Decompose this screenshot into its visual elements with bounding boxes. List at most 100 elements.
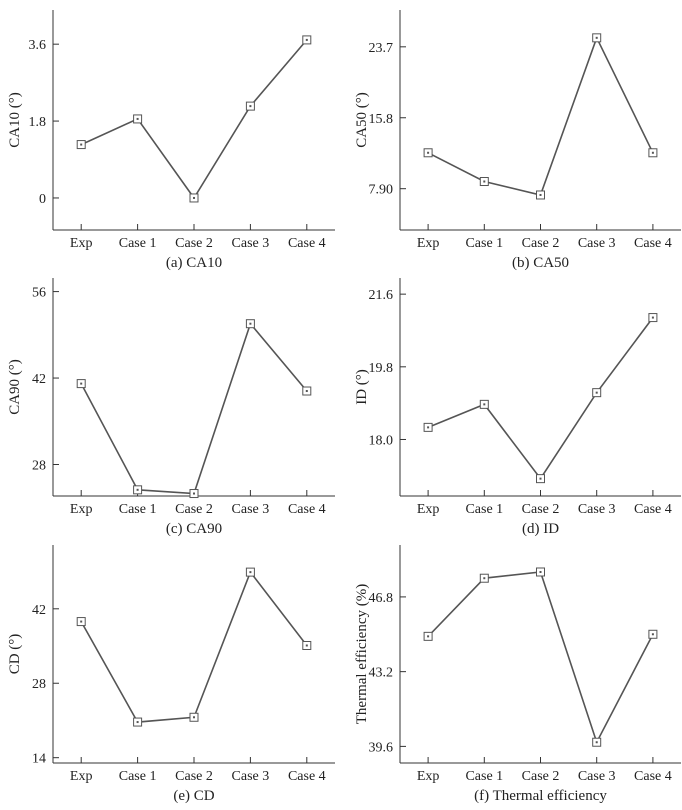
panel-caption: (c) CA90 <box>166 521 222 537</box>
data-point <box>648 313 658 323</box>
data-point-center <box>595 391 598 394</box>
data-point <box>479 177 489 187</box>
y-axis-title: CA50 (°) <box>354 92 370 148</box>
data-point-center <box>193 492 195 495</box>
x-tick-label: Case 3 <box>232 769 270 784</box>
data-point-center <box>651 151 654 154</box>
x-tick-label: Case 4 <box>288 236 326 251</box>
data-point <box>189 489 199 499</box>
chart-panel-2: 7.90 15.8 23.7 Exp Case 1 Case 2 Case 3 Case 4 C… <box>354 10 681 271</box>
data-point-center <box>305 644 308 647</box>
y-tick-label: 3.6 <box>29 38 47 53</box>
x-tick-label: Case 3 <box>232 236 270 251</box>
data-point <box>76 379 86 389</box>
x-tick-label: Case 1 <box>119 502 157 517</box>
y-tick-label: 21.6 <box>369 288 394 303</box>
x-tick-label: Case 1 <box>465 236 503 251</box>
data-point-center <box>305 38 308 41</box>
data-point-center <box>483 403 486 406</box>
y-tick-label: 42 <box>32 603 46 618</box>
y-axis-title: ID (°) <box>354 369 370 405</box>
x-tick-label: Case 1 <box>465 502 503 517</box>
data-point <box>536 190 545 200</box>
y-tick-label: 39.6 <box>369 740 394 755</box>
x-tick-label: Exp <box>70 769 93 784</box>
x-tick-label: Exp <box>70 236 93 251</box>
x-tick-label: Exp <box>417 769 440 784</box>
data-point <box>302 640 312 650</box>
data-point <box>133 114 143 124</box>
data-point <box>423 631 433 641</box>
y-axis-title: CA10 (°) <box>7 92 23 148</box>
x-tick-label: Case 2 <box>522 769 560 784</box>
x-tick-label: Case 1 <box>119 769 157 784</box>
data-point <box>133 717 143 727</box>
x-tick-label: Case 3 <box>232 502 270 517</box>
data-point <box>423 148 433 158</box>
data-point-center <box>483 180 486 183</box>
data-point <box>479 399 489 409</box>
x-tick-label: Case 2 <box>175 769 213 784</box>
chart-panel-5: 14 28 42 Exp Case 1 Case 2 Case 3 Case 4 CD (°) (… <box>7 545 335 804</box>
chart-panel-6: 39.6 43.2 46.8 Exp Case 1 Case 2 Case 3 Case 4 T… <box>354 545 681 804</box>
data-point <box>536 474 545 484</box>
x-tick-label: Case 1 <box>465 769 503 784</box>
data-point <box>536 567 545 577</box>
data-point-center <box>80 620 83 623</box>
y-tick-label: 46.8 <box>369 591 394 606</box>
y-axis-title: Thermal efficiency (%) <box>354 584 370 724</box>
panel-caption: (b) CA50 <box>512 255 569 271</box>
data-point-center <box>651 633 654 636</box>
data-point-center <box>539 570 542 573</box>
data-point <box>479 573 489 583</box>
x-tick-label: Case 4 <box>634 769 672 784</box>
data-point <box>648 148 658 158</box>
x-tick-label: Exp <box>70 502 93 517</box>
data-point <box>76 140 86 150</box>
data-point <box>245 319 255 329</box>
panel-caption: (f) Thermal efficiency <box>474 788 607 804</box>
data-point-center <box>193 196 195 199</box>
chart-panel-1: 0 1.8 3.6 Exp Case 1 Case 2 Case 3 Case 4 CA10 (… <box>7 10 335 271</box>
panel-caption: (d) ID <box>522 521 559 537</box>
x-tick-label: Case 3 <box>578 769 616 784</box>
y-tick-label: 0 <box>39 192 46 207</box>
x-tick-label: Case 2 <box>522 502 560 517</box>
x-tick-label: Case 4 <box>634 502 672 517</box>
data-point-center <box>249 105 252 108</box>
data-point <box>76 617 86 627</box>
y-tick-label: 23.7 <box>369 41 394 56</box>
data-point-center <box>427 151 430 154</box>
x-tick-label: Case 3 <box>578 236 616 251</box>
data-point-center <box>427 426 430 429</box>
data-point <box>133 485 143 495</box>
x-tick-label: Case 2 <box>522 236 560 251</box>
data-point-center <box>305 390 308 393</box>
y-tick-label: 19.8 <box>369 361 394 376</box>
x-tick-label: Case 1 <box>119 236 157 251</box>
data-point-center <box>249 571 252 574</box>
x-tick-label: Case 4 <box>288 769 326 784</box>
data-point <box>592 33 602 43</box>
y-tick-label: 28 <box>32 677 46 692</box>
data-point-center <box>80 143 83 146</box>
data-point-center <box>249 322 252 325</box>
x-tick-label: Exp <box>417 236 440 251</box>
data-point-center <box>427 635 430 638</box>
series-line <box>427 317 654 480</box>
series-line <box>80 39 308 200</box>
data-point <box>648 629 658 639</box>
x-tick-label: Case 4 <box>634 236 672 251</box>
chart-panel-4: 18.0 19.8 21.6 Exp Case 1 Case 2 Case 3 Case 4 I… <box>354 278 681 537</box>
y-tick-label: 43.2 <box>369 666 394 681</box>
x-tick-label: Case 4 <box>288 502 326 517</box>
data-point-center <box>539 477 542 480</box>
y-tick-label: 42 <box>32 372 46 387</box>
panel-caption: (a) CA10 <box>166 255 222 271</box>
data-point <box>592 737 602 747</box>
data-point-center <box>595 741 598 744</box>
data-point <box>245 101 255 111</box>
data-point-center <box>539 193 542 196</box>
panel-caption: (e) CD <box>173 788 214 804</box>
